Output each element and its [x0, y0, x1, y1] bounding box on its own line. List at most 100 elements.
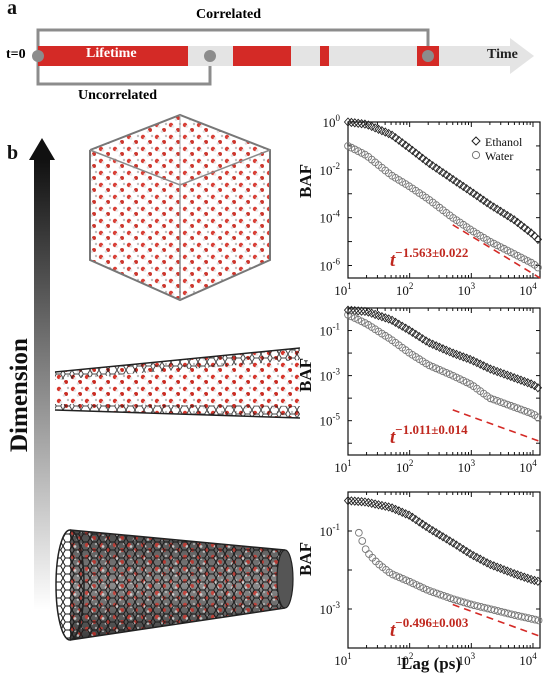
water-point [426, 587, 434, 595]
ethanol-point [530, 380, 539, 391]
fit-line [452, 409, 541, 443]
ethanol-point [506, 567, 515, 578]
panel-b-letter: b [7, 142, 19, 164]
bulk-box [89, 113, 271, 302]
ethanol-point [398, 138, 407, 148]
dimension-arrow-head [29, 138, 55, 160]
ethanol-point [350, 496, 359, 506]
scaling-annotation: t−0.496±0.003 [390, 615, 469, 641]
shared-xlabel: Lag (ps) [401, 654, 461, 673]
ethanol-point [449, 174, 458, 185]
ethanol-point [394, 135, 403, 145]
ethanol-point [391, 133, 400, 143]
structures-illustration [29, 113, 300, 641]
ethanol-point [347, 496, 356, 506]
ethanol-point [377, 500, 387, 511]
fit-line [452, 224, 541, 279]
ethanol-point [360, 497, 370, 507]
dimension-arrow-shaft [34, 160, 50, 610]
ethanol-point [404, 143, 414, 153]
ethanol-point [354, 118, 363, 128]
timeline-diagram [32, 28, 534, 86]
plot-frame [347, 307, 541, 456]
ethanol-point [513, 570, 522, 580]
water-point [456, 597, 465, 606]
water-point [503, 400, 512, 409]
ethanol-point [523, 225, 532, 235]
ethanol-point [476, 554, 485, 564]
ethanol-point [435, 165, 444, 176]
ethanol-point [533, 234, 543, 245]
ethanol-point [357, 119, 366, 129]
x-tick-label: 101 [334, 651, 352, 668]
water-point [422, 585, 431, 594]
ethanol-point [354, 496, 363, 507]
ethanol-point [472, 552, 481, 563]
ethanol-point [391, 504, 400, 515]
correlated-label: Correlated [196, 7, 262, 22]
legend-entry: Water [485, 149, 513, 163]
lifetime-segment [233, 46, 291, 66]
lifetime-label: Lifetime [86, 46, 137, 61]
ethanol-point [425, 158, 434, 169]
ethanol-point [360, 306, 370, 317]
ethanol-point [489, 561, 498, 571]
ethanol-point [371, 499, 380, 509]
ethanol-point [408, 327, 417, 337]
ethanol-point [516, 220, 526, 230]
y-tick-label: 10-3 [320, 600, 341, 617]
x-tick-label: 104 [519, 651, 537, 668]
water-point [402, 576, 411, 585]
ethanol-point [462, 546, 471, 557]
ethanol-point [415, 517, 424, 527]
ethanol-point [438, 167, 448, 178]
water-point [432, 364, 441, 373]
plot-frame [347, 121, 541, 279]
water-point [355, 528, 363, 537]
ethanol-point [493, 562, 502, 572]
ethanol-point [465, 186, 475, 196]
ethanol-point [421, 156, 431, 166]
water-point [435, 365, 444, 374]
ethanol-point [411, 514, 420, 525]
ethanol-point [533, 383, 543, 393]
ethanol-point [520, 572, 529, 582]
water-point [534, 616, 543, 625]
ethanol-point [527, 228, 536, 238]
water-point [392, 572, 401, 580]
ethanol-point [398, 507, 407, 517]
water-point [439, 591, 448, 600]
time-arrow-head [510, 38, 534, 74]
ethanol-point [343, 495, 353, 506]
ethanol-point [428, 161, 437, 171]
water-point [443, 593, 451, 601]
lifetime-segment [320, 46, 329, 66]
ethanol-point [401, 509, 410, 519]
ethanol-point [418, 334, 427, 344]
ethanol-point [367, 498, 376, 508]
ethanol-point [418, 153, 427, 163]
ethanol-point [476, 193, 485, 203]
water-point [486, 394, 495, 403]
water-point [445, 370, 454, 379]
ethanol-point [503, 566, 512, 576]
ethanol-point [411, 329, 420, 340]
correlated-bracket [36, 28, 430, 56]
ethanol-point [357, 497, 366, 507]
ethanol-point [533, 576, 543, 586]
ethanol-point [415, 150, 424, 161]
ethanol-point [523, 573, 532, 584]
ethanol-point [479, 556, 488, 566]
ethanol-point [472, 190, 481, 201]
y-tick-label: 10-1 [320, 522, 341, 539]
ethanol-point [452, 540, 461, 550]
fit-line [452, 603, 541, 638]
water-point [531, 615, 540, 624]
water-point [534, 413, 542, 422]
ethanol-point [387, 503, 397, 513]
water-point [436, 590, 445, 599]
ethanol-point [469, 550, 478, 561]
t0-label: t=0 [6, 47, 26, 62]
ethanol-point [408, 512, 417, 523]
